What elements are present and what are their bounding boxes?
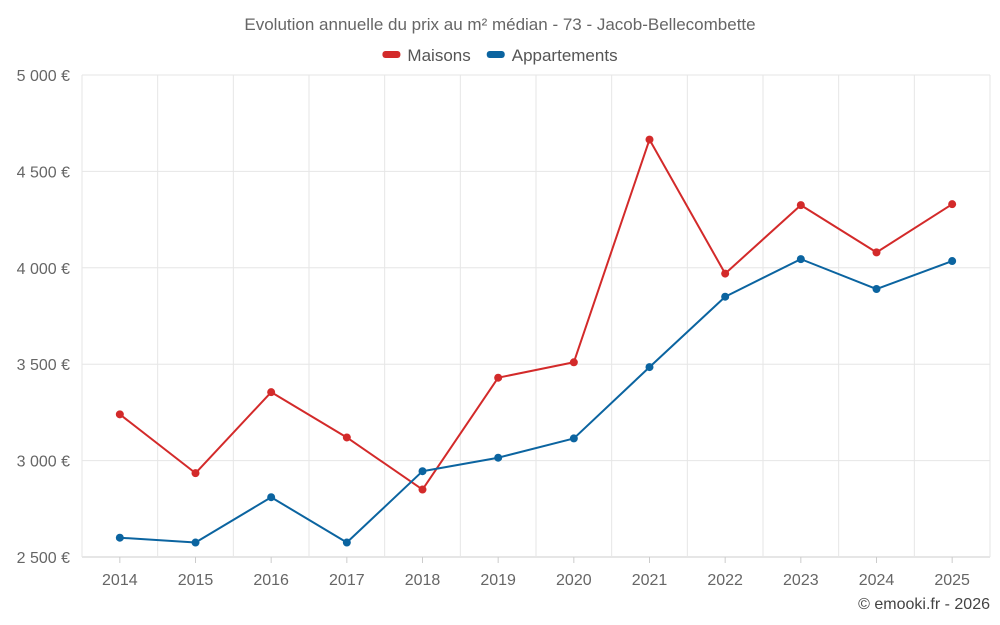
data-point-maisons[interactable] <box>721 269 730 278</box>
data-point-maisons[interactable] <box>191 469 200 478</box>
legend-label: Appartements <box>512 46 618 65</box>
x-tick-label: 2015 <box>178 572 214 589</box>
y-axis: 2 500 € 3 000 € 3 500 € 4 000 € 4 500 € 5 000… <box>17 68 70 567</box>
data-point-appartements[interactable] <box>796 255 805 264</box>
series-line-maisons <box>119 138 953 491</box>
legend-symbol <box>486 51 505 58</box>
data-point-appartements[interactable] <box>115 533 124 542</box>
data-point-appartements[interactable] <box>494 453 503 462</box>
data-point-appartements[interactable] <box>721 292 730 301</box>
data-point-appartements[interactable] <box>267 493 276 502</box>
series-appartements <box>115 255 957 547</box>
data-point-maisons[interactable] <box>342 433 351 442</box>
x-tick-label: 2022 <box>707 572 743 589</box>
series-line-appartements <box>119 258 953 544</box>
data-point-appartements[interactable] <box>645 363 654 372</box>
legend-item-appartements[interactable]: Appartements <box>486 46 618 65</box>
data-point-maisons[interactable] <box>872 248 881 257</box>
x-tick-label: 2016 <box>253 572 289 589</box>
x-gridlines <box>81 75 991 557</box>
data-point-maisons[interactable] <box>267 388 276 397</box>
legend-label: Maisons <box>407 46 470 65</box>
x-tick-label: 2024 <box>859 572 895 589</box>
credit-text: © emooki.fr - 2026 <box>858 596 990 613</box>
x-tick-label: 2017 <box>329 572 365 589</box>
data-point-maisons[interactable] <box>569 358 578 367</box>
series-group <box>115 135 957 547</box>
data-point-appartements[interactable] <box>948 257 957 266</box>
x-axis: 2014 2015 2016 2017 2018 2019 2020 2021 2022 2023… <box>102 557 970 589</box>
legend-symbol <box>382 51 401 58</box>
chart-title: Evolution annuelle du prix au m² médian … <box>244 15 755 34</box>
data-point-appartements[interactable] <box>342 538 351 547</box>
data-point-appartements[interactable] <box>418 467 427 476</box>
data-point-maisons[interactable] <box>645 135 654 144</box>
y-tick-label: 3 500 € <box>17 357 70 374</box>
data-point-appartements[interactable] <box>191 538 200 547</box>
data-point-maisons[interactable] <box>494 373 503 382</box>
series-maisons <box>115 135 957 494</box>
y-tick-label: 3 000 € <box>17 454 70 471</box>
x-tick-label: 2020 <box>556 572 592 589</box>
x-tick-label: 2014 <box>102 572 138 589</box>
data-point-maisons[interactable] <box>115 410 124 419</box>
data-point-appartements[interactable] <box>569 434 578 443</box>
x-tick-label: 2025 <box>934 572 970 589</box>
legend-item-maisons[interactable]: Maisons <box>382 46 471 65</box>
x-tick-label: 2021 <box>632 572 668 589</box>
data-point-appartements[interactable] <box>872 285 881 294</box>
y-tick-label: 4 000 € <box>17 261 70 278</box>
data-point-maisons[interactable] <box>418 485 427 494</box>
y-tick-label: 2 500 € <box>17 550 70 567</box>
legend[interactable]: Maisons Appartements <box>382 46 618 65</box>
x-tick-label: 2018 <box>405 572 441 589</box>
data-point-maisons[interactable] <box>948 200 957 209</box>
data-point-maisons[interactable] <box>796 201 805 210</box>
x-tick-label: 2023 <box>783 572 819 589</box>
x-tick-label: 2019 <box>480 572 516 589</box>
y-tick-label: 4 500 € <box>17 164 70 181</box>
y-tick-label: 5 000 € <box>17 68 70 85</box>
